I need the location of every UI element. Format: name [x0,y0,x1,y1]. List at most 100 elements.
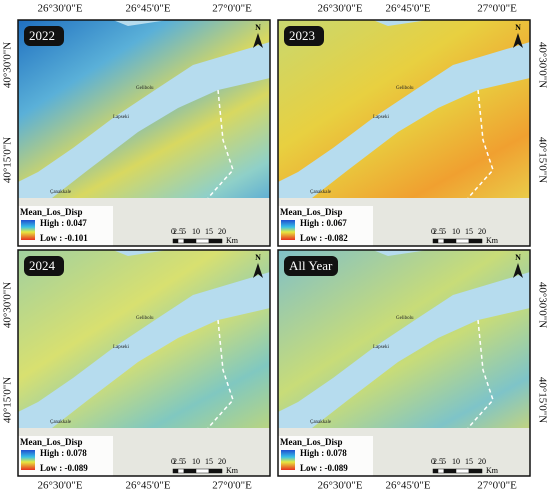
place-name: Lapseki [113,345,129,350]
bottom-coordinate: 27°0'0"E [477,480,517,492]
place-name: Gelibolu [136,316,154,321]
right-coordinate: 40°15'0"N [536,137,548,183]
boundary [467,319,494,429]
north-letter: N [515,253,521,262]
north-land [18,20,270,182]
north-land [278,250,530,412]
top-coordinate: 26°45'0"E [125,3,170,15]
scale-segment [195,238,210,244]
scale-tick: 20 [218,457,226,466]
scale-segment [172,468,179,474]
place-name: Gelibolu [396,86,414,91]
legend-ramp [281,450,295,470]
legend-high: High : 0.078 [300,448,347,458]
scale-segment [468,238,483,244]
scale-segment [208,238,223,244]
south-land [278,308,530,446]
scale-segment [172,238,179,244]
scale-tick: 0 [171,227,175,236]
scale-segment [432,238,439,244]
north-land [278,20,530,182]
year-label-box [24,256,64,276]
north-letter: N [255,253,261,262]
north-letter: N [515,23,521,32]
scale-tick: 0 [171,457,175,466]
legend-title: Mean_Los_Disp [280,437,343,447]
north-arrow [513,263,523,278]
scale-tick: 10 [192,227,200,236]
panel-frame [17,249,271,477]
north-land [18,250,270,412]
scale-segment [183,238,197,244]
place-name: Lapseki [113,115,129,120]
scale-tick: 5 [182,457,186,466]
bottom-coordinate: 26°45'0"E [385,480,430,492]
top-coordinate: 26°30'0"E [37,3,82,15]
place-name: Çanakkale [50,190,72,195]
right-coordinate: 40°30'0"N [536,282,548,328]
panel-frame [17,19,271,247]
scale-unit: Km [486,236,499,245]
bottom-coordinate: 27°0'0"E [212,480,252,492]
south-land [18,308,270,446]
place-name: Çanakkale [310,420,332,425]
legend-high: High : 0.047 [40,218,87,228]
scale-tick: 5 [442,457,446,466]
legend-high: High : 0.067 [300,218,347,228]
scale-segment [195,468,210,474]
top-coordinate: 26°30'0"E [317,3,362,15]
place-name: Çanakkale [50,420,72,425]
scale-unit: Km [486,466,499,475]
scale-tick: 10 [192,457,200,466]
panel-frame [277,249,531,477]
scale-segment [437,468,445,474]
scale-segment [437,238,445,244]
place-name: Gelibolu [136,86,154,91]
scale-unit: Km [226,236,239,245]
scale-tick: 5 [442,227,446,236]
scale-tick: 2.5 [173,227,183,236]
scale-tick: 15 [205,457,213,466]
scale-tick: 20 [478,457,486,466]
legend-low: Low : -0.089 [40,463,88,473]
place-name: Gelibolu [396,316,414,321]
boundary [207,89,234,199]
bottom-coordinate: 26°30'0"E [37,480,82,492]
place-name: Lapseki [373,345,389,350]
year-label-box [24,26,64,46]
scale-segment [443,468,457,474]
scale-segment [183,468,197,474]
legend-title: Mean_Los_Disp [20,207,83,217]
top-coordinate: 27°0'0"E [477,3,517,15]
scale-segment [177,238,185,244]
legend-ramp [281,220,295,240]
left-coordinate: 40°15'0"N [2,137,14,183]
panel-frame [277,19,531,247]
north-letter: N [255,23,261,32]
left-coordinate: 40°30'0"N [2,282,14,328]
scale-tick: 0 [431,457,435,466]
legend-title: Mean_Los_Disp [280,207,343,217]
top-coordinate: 27°0'0"E [212,3,252,15]
legend-low: Low : -0.082 [300,233,348,243]
legend-high: High : 0.078 [40,448,87,458]
legend-low: Low : -0.089 [300,463,348,473]
scale-segment [455,468,470,474]
scale-tick: 15 [465,227,473,236]
south-land [278,78,530,216]
year-label: 2024 [29,258,56,273]
scale-tick: 10 [452,457,460,466]
boundary [207,319,234,429]
scale-tick: 2.5 [433,457,443,466]
scale-tick: 15 [205,227,213,236]
map-panel: Gelibolu Lapseki Çanakkale 2023 N Mean_Los_Di… [277,19,531,247]
scale-tick: 20 [478,227,486,236]
place-name: Çanakkale [310,190,332,195]
place-name: Lapseki [373,115,389,120]
year-label: All Year [289,258,333,273]
south-land [18,78,270,216]
scale-tick: 0 [431,227,435,236]
scale-tick: 2.5 [433,227,443,236]
scale-segment [177,468,185,474]
legend-ramp [21,220,35,240]
